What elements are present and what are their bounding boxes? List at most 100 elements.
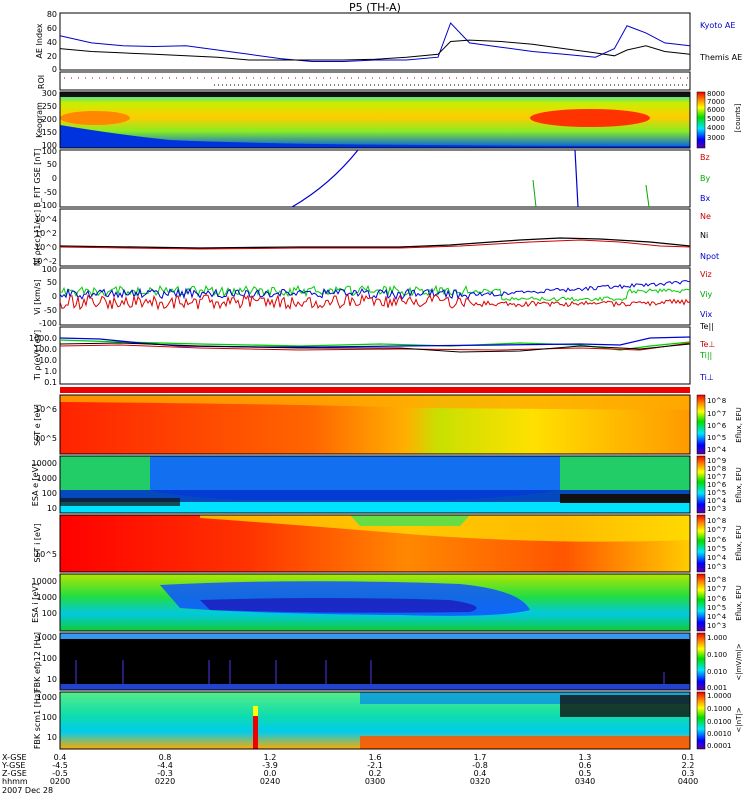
ti-trace-tiperp [59,336,691,348]
cb-fbk-b-3: 0.0010 [707,730,732,738]
cb-fbk-e-label: <|mV/m|> [735,643,743,680]
panel-sst-i: SST i [eV] 10^5 [33,514,691,573]
fbk-b-ytick-1: 100 [42,713,57,722]
cb-fbk-e-3: 0.001 [707,684,727,692]
esa-e-floor [60,502,690,513]
panel-vi: Vi [km/s] 100 50 0 -50 -100 Viz Viy Vix [33,265,713,328]
bfit-trace-by-1 [532,179,537,208]
ni-ytick-0: 10^4 [35,215,57,224]
keogram-cb-5: 3000 [707,134,725,142]
x-tick-1-hhmm: 0220 [155,777,175,786]
fbk-e-image [60,633,690,690]
esa-i-ylabel: ESA i [eV] [31,583,40,623]
esa-i-ytick-1: 1000 [37,593,57,602]
ni-ytick-3: 10^-2 [32,257,57,266]
panel-fbk-e: FBK efp12 [Hz] 1000 100 10 1.000 0.100 0… [33,632,743,692]
cb-esa-e-0: 10^9 [707,457,726,465]
x-tick-5-ygse: 0.6 [579,761,592,770]
vi-ytick-1: 50 [47,278,57,287]
ae-ytick-4: 0 [52,65,57,74]
sst-i-ylabel: SST i [eV] [33,524,42,563]
cb-fbk-e-2: 0.010 [707,668,727,676]
cb-sst-i-0: 10^8 [707,517,726,525]
bfit-ytick-0: 100 [42,147,57,156]
sst-e-frame [59,394,691,455]
cb-fbk-b-2: 0.0100 [707,718,732,726]
ae-frame [59,12,691,71]
x-tick-3-hhmm: 0300 [365,777,385,786]
sst-i-upper-band [200,515,690,542]
vi-trace-viz [59,293,691,311]
bfit-legend-bx: Bx [700,194,710,203]
ni-frame [59,208,691,267]
cb-esa-i-label: Eflux, EFU [735,585,743,620]
sst-i-green-patch [350,515,470,526]
cb-sst-i-1: 10^7 [707,526,726,534]
panel-roi: ROI [37,71,691,91]
sst-e-ylabel: SST e [eV] [33,404,42,446]
panel-keogram: Keogram 300 250 200 150 100 8000 7000 60… [35,89,742,150]
x-tick-4-xgse: 1.7 [474,753,487,762]
ae-series-kyoto [59,22,691,62]
fbk-b-burst [253,706,258,749]
roi-frame [59,71,691,91]
fbk-e-ytick-1: 100 [42,654,57,663]
roi-ylabel: ROI [37,75,46,89]
cb-esa-e [696,455,706,514]
keogram-frame [59,91,691,149]
x-row-label-4: 2007 Dec 28 [2,786,53,795]
x-row-label-0: X-GSE [2,753,27,762]
x-tick-6: 0.1 2.2 0.3 0400 [678,753,698,786]
x-tick-1-xgse: 0.8 [159,753,172,762]
cb-esa-i-0: 10^8 [707,576,726,584]
bfit-ytick-3: -50 [44,188,57,197]
cb-fbk-b-0: 1.0000 [707,692,732,700]
colorbar-particles: 10^8 10^7 10^6 10^5 10^4 Eflux, EFU 10^9… [696,394,743,632]
cb-fbk-e [696,632,706,691]
x-tick-0-ygse: -4.5 [52,761,68,770]
cb-sst-e-1: 10^7 [707,410,726,418]
vi-trace-vix [59,280,691,301]
sst-i-frame [59,514,691,573]
cb-sst-i-3: 10^5 [707,545,726,553]
x-tick-3: 1.6 -2.1 0.2 0300 [365,753,385,786]
x-tick-5-hhmm: 0340 [575,777,595,786]
esa-e-ytick-2: 100 [42,489,57,498]
cb-sst-e-3: 10^5 [707,434,726,442]
cb-fbk-b-1: 0.1000 [707,705,732,713]
cb-sst-i [696,514,706,573]
vi-legend-viy: Viy [700,290,713,299]
bfit-ytick-2: 0 [52,174,57,183]
esa-e-frame [59,455,691,514]
ae-ytick-3: 20 [47,52,57,61]
x-tick-2-zgse: 0.0 [264,769,277,778]
vi-ytick-2: 0 [52,292,57,301]
keogram-low-band [60,125,690,148]
bfit-ylabel: B_FIT GSE [nT] [33,149,42,208]
keogram-ytick-0: 300 [42,89,57,98]
ti-legend-tipar: Ti|| [699,351,712,360]
ni-trace-ne [59,239,691,250]
keogram-top-band [60,92,690,97]
cb-fbk-e-1: 0.100 [707,651,727,659]
panel-bfit: B_FIT GSE [nT] 100 50 0 -50 -100 Bz By B… [33,147,710,210]
esa-e-ytick-3: 10 [47,504,57,513]
ae-legend-kyoto: Kyoto AE [700,21,735,30]
cb-sst-i-5: 10^3 [707,563,726,571]
vi-legend-viz: Viz [700,270,712,279]
keogram-ytick-3: 150 [42,128,57,137]
bfit-trace-bx [291,149,359,208]
x-tick-2: 1.2 -3.9 0.0 0240 [260,753,280,786]
cb-fbk-e-0: 1.000 [707,634,727,642]
keogram-cb-0: 8000 [707,90,725,98]
cb-esa-e-2: 10^7 [707,473,726,481]
cb-sst-i-label: Eflux, EFU [735,525,743,560]
x-tick-2-hhmm: 0240 [260,777,280,786]
x-tick-3-xgse: 1.6 [369,753,382,762]
keogram-aurora-2 [530,109,650,127]
ti-ytick-3: 1.0 [44,367,57,376]
keogram-aurora-1 [60,111,130,125]
vi-ytick-3: -50 [44,306,57,315]
fbk-b-dark-patch [560,695,690,717]
